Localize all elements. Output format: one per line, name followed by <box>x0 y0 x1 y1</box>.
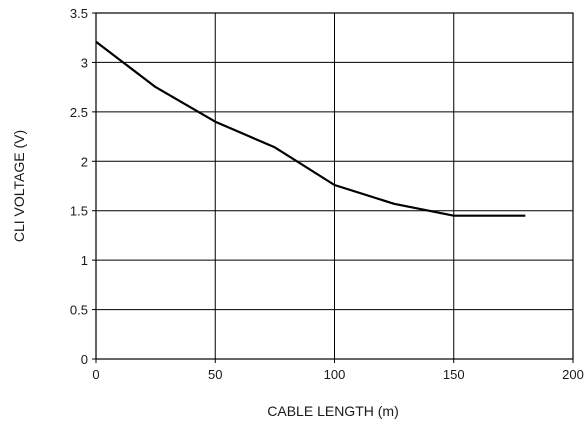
x-axis-label: CABLE LENGTH (m) <box>267 403 398 419</box>
y-axis-label: CLI VOLTAGE (V) <box>11 130 27 242</box>
y-tick-label: 3 <box>81 55 88 70</box>
y-tick-label: 1 <box>81 253 88 268</box>
series-layer <box>95 40 526 217</box>
x-tick-label: 150 <box>443 367 465 382</box>
x-tick-label: 200 <box>562 367 584 382</box>
y-tick-label: 3.5 <box>70 6 88 21</box>
y-tick-label: 2.5 <box>70 105 88 120</box>
y-tick-label: 1.5 <box>70 204 88 219</box>
y-tick-label: 0.5 <box>70 303 88 318</box>
x-tick-label: 50 <box>208 367 222 382</box>
y-tick-label: 0 <box>81 352 88 367</box>
plot-area-border <box>95 12 574 360</box>
y-tick-label: 2 <box>81 154 88 169</box>
grid-lines <box>92 12 574 363</box>
voltage-series-line <box>95 40 526 217</box>
x-tick-label: 0 <box>92 367 99 382</box>
x-tick-label: 100 <box>324 367 346 382</box>
tick-labels: 0 0.5 1 1.5 2 2.5 3 3.5 0 50 100 150 200 <box>70 6 584 382</box>
plot-frame <box>95 12 574 360</box>
